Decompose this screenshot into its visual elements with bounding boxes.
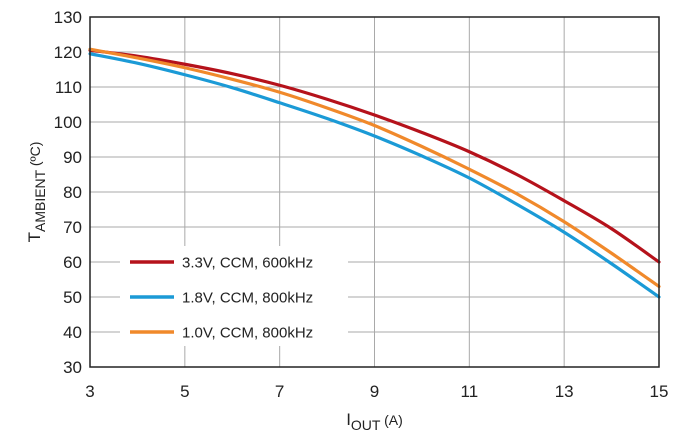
legend-label-3: 1.0V, CCM, 800kHz [182,325,313,342]
y-tick-label: 60 [63,253,82,272]
plot-frame [89,16,660,368]
y-tick-label: 110 [55,78,82,97]
y-tick-label: 130 [54,8,82,27]
y-tick-label: 30 [63,358,82,377]
legend-label-1: 3.3V, CCM, 600kHz [182,255,313,272]
x-tick-label: 9 [370,382,379,401]
series-line-1 [88,48,661,264]
x-axis-label-main: I [346,410,351,429]
legend: 3.3V, CCM, 600kHz 1.8V, CCM, 800kHz 1.0V, … [130,255,313,342]
y-tick-label: 40 [63,323,82,342]
x-tick-label: 7 [275,382,284,401]
x-axis-label-unit: (A) [380,412,403,428]
series-line-2 [88,52,661,299]
x-tick-label: 3 [85,382,94,401]
legend-label-2: 1.8V, CCM, 800kHz [182,290,313,307]
x-tick-label: 11 [461,382,479,401]
series-line-3 [88,47,661,289]
y-axis-label: TAMBIENT (ºC) [25,142,48,243]
y-tick-label: 50 [63,288,82,307]
y-tick-label: 100 [54,113,82,132]
x-axis-label: IOUT (A) [346,410,403,433]
x-tick-label: 13 [555,382,574,401]
x-tick-label: 15 [650,382,669,401]
series-lines [88,47,661,299]
y-tick-label: 90 [63,148,82,167]
x-axis-label-sub: OUT [351,417,381,433]
x-tick-label: 5 [180,382,189,401]
y-tick-label: 120 [54,43,82,62]
y-axis-label-sub: AMBIENT [32,169,48,232]
y-axis-label-main: T [25,232,44,242]
tick-labels: 3 5 7 9 11 13 15 30 40 50 60 70 80 90 100 110 120 130 [54,8,669,401]
y-axis-label-unit: (ºC) [27,142,43,170]
y-tick-label: 80 [63,183,82,202]
y-tick-label: 70 [63,218,82,237]
